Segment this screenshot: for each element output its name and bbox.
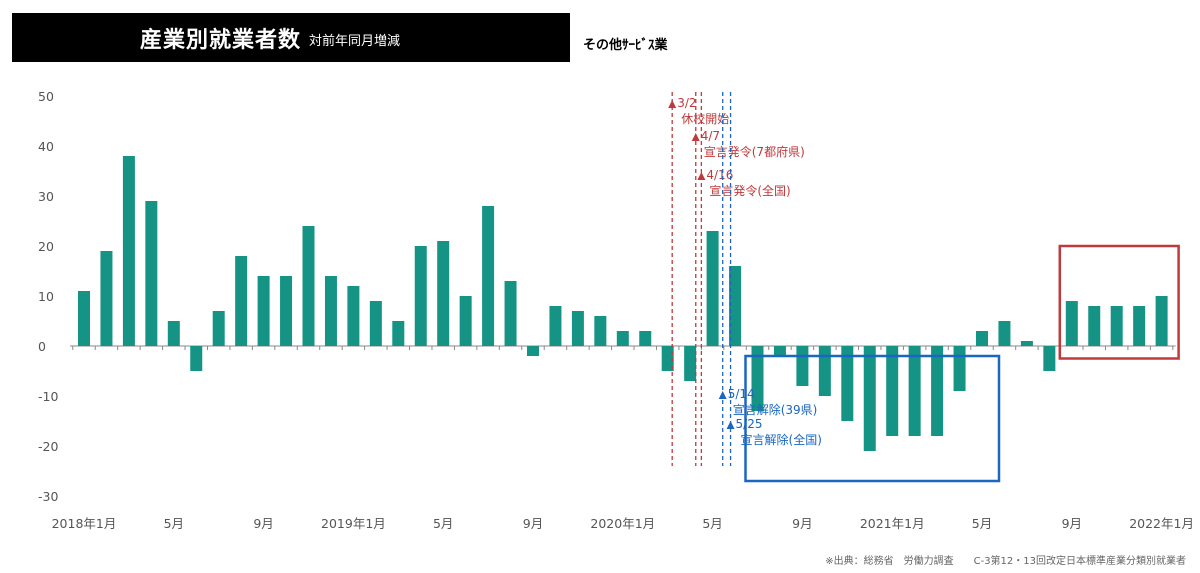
bar-2018-12 bbox=[324, 276, 337, 346]
school-closure-date: 3/2 bbox=[677, 96, 696, 110]
bar-2020-10 bbox=[818, 346, 831, 396]
x-tick-label: 5月 bbox=[433, 516, 453, 531]
x-tick-label: 2020年1月 bbox=[590, 516, 655, 531]
bar-2020-11 bbox=[841, 346, 854, 421]
bar-2021-12 bbox=[1133, 306, 1146, 346]
y-tick-label: 40 bbox=[38, 139, 54, 154]
bar-2020-09 bbox=[796, 346, 809, 386]
x-tick-label: 5月 bbox=[702, 516, 722, 531]
lift-all-marker bbox=[726, 421, 735, 429]
bar-2019-08 bbox=[504, 281, 517, 346]
bar-2020-07 bbox=[751, 346, 764, 411]
emergency-7-label: 宣言発令(7都府県) bbox=[704, 144, 805, 159]
bar-2018-05 bbox=[167, 321, 180, 346]
bar-2019-01 bbox=[347, 286, 360, 346]
bar-2020-05 bbox=[706, 231, 719, 346]
bar-2019-09 bbox=[527, 346, 539, 356]
x-tick-label: 9月 bbox=[253, 516, 273, 531]
source-note: ※出典：総務省 労働力調査 C-3第12・13回改定日本標準産業分類別就業者 bbox=[825, 556, 1186, 567]
x-tick-label: 9月 bbox=[523, 516, 543, 531]
lift-39-date: 5/14 bbox=[728, 387, 755, 401]
bar-2019-06 bbox=[459, 296, 472, 346]
bar-2018-06 bbox=[190, 346, 203, 371]
recovery-period-box bbox=[1058, 244, 1180, 360]
lift-all-label: 宣言解除(全国) bbox=[741, 432, 822, 447]
bar-2021-04 bbox=[953, 346, 966, 391]
bar-2019-04 bbox=[414, 246, 427, 346]
chart-subtitle: 対前年同月増減 bbox=[309, 34, 401, 49]
bar-2019-11 bbox=[571, 311, 584, 346]
bar-2021-06 bbox=[998, 321, 1011, 346]
y-tick-label: 10 bbox=[38, 289, 54, 304]
bar-2019-12 bbox=[594, 316, 607, 346]
bar-2021-02 bbox=[908, 346, 921, 436]
bar-2018-10 bbox=[280, 276, 293, 346]
bar-2019-02 bbox=[369, 301, 382, 346]
bar-2021-11 bbox=[1110, 306, 1123, 346]
title-bar: 産業別就業者数 対前年同月増減 bbox=[12, 13, 570, 62]
y-tick-label: 0 bbox=[38, 339, 46, 354]
bar-2019-03 bbox=[392, 321, 405, 346]
lift-39-label: 宣言解除(39県) bbox=[733, 402, 818, 417]
y-tick-label: -30 bbox=[38, 489, 58, 504]
chart-title: 産業別就業者数 bbox=[140, 27, 302, 53]
x-tick-label: 2021年1月 bbox=[860, 516, 925, 531]
bar-2021-03 bbox=[931, 346, 944, 436]
bar-2019-07 bbox=[482, 206, 495, 346]
y-tick-label: -20 bbox=[38, 439, 58, 454]
emergency-7-date: 4/7 bbox=[701, 129, 720, 143]
lift-39-marker bbox=[718, 391, 727, 399]
x-tick-label: 9月 bbox=[1062, 516, 1082, 531]
school-closure-marker bbox=[668, 100, 677, 108]
bar-2018-03 bbox=[122, 156, 135, 346]
bar-2021-08 bbox=[1043, 346, 1056, 371]
y-tick-label: 50 bbox=[38, 89, 54, 104]
bar-2021-10 bbox=[1088, 306, 1101, 346]
bar-2019-05 bbox=[437, 241, 450, 346]
bar-2018-02 bbox=[100, 251, 113, 346]
bar-2018-11 bbox=[302, 226, 315, 346]
bar-2018-04 bbox=[145, 201, 158, 346]
bar-2020-02 bbox=[639, 331, 652, 346]
y-tick-label: 20 bbox=[38, 239, 54, 254]
emergency-7-marker bbox=[691, 133, 700, 141]
bar-2021-01 bbox=[886, 346, 899, 436]
x-tick-label: 5月 bbox=[972, 516, 992, 531]
bar-2020-08 bbox=[773, 346, 786, 356]
bar-2020-12 bbox=[863, 346, 876, 451]
bar-2018-01 bbox=[78, 291, 90, 346]
y-tick-label: 30 bbox=[38, 189, 54, 204]
x-tick-label: 2019年1月 bbox=[321, 516, 386, 531]
industry-category-label: その他ｻｰﾋﾞｽ業 bbox=[583, 38, 668, 53]
x-tick-label: 2022年1月 bbox=[1129, 516, 1194, 531]
bar-2021-07 bbox=[1020, 341, 1033, 346]
bar-2019-10 bbox=[549, 306, 562, 346]
emergency-all-label: 宣言発令(全国) bbox=[709, 183, 790, 198]
bar-2020-04 bbox=[684, 346, 697, 381]
school-closure-label: 休校開始 bbox=[681, 111, 729, 126]
bar-2018-09 bbox=[257, 276, 270, 346]
lift-all-date: 5/25 bbox=[736, 417, 763, 431]
x-tick-label: 9月 bbox=[792, 516, 812, 531]
bar-2021-09 bbox=[1065, 301, 1078, 346]
bar-2022-01 bbox=[1155, 296, 1168, 346]
emergency-all-marker bbox=[697, 172, 706, 180]
x-tick-label: 2018年1月 bbox=[52, 516, 117, 531]
bar-2020-06 bbox=[729, 266, 742, 346]
bar-2021-05 bbox=[976, 331, 988, 346]
decline-period-box bbox=[744, 354, 1001, 483]
x-tick-label: 5月 bbox=[164, 516, 184, 531]
y-tick-label: -10 bbox=[38, 389, 58, 404]
emergency-all-date: 4/16 bbox=[706, 168, 733, 182]
bar-2020-01 bbox=[616, 331, 629, 346]
bar-2018-08 bbox=[235, 256, 248, 346]
bar-2020-03 bbox=[661, 346, 674, 371]
bar-2018-07 bbox=[212, 311, 225, 346]
